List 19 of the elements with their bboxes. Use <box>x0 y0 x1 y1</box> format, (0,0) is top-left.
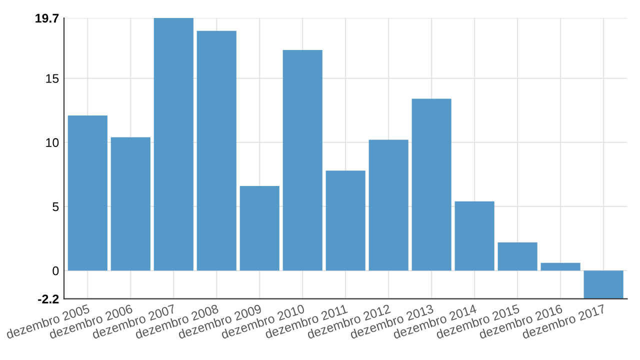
y-tick-label: 0 <box>52 266 59 276</box>
y-tick-label: 19.7 <box>36 14 59 23</box>
y-tick-label: 5 <box>52 202 59 212</box>
bar <box>454 201 494 271</box>
y-tick-label: 15 <box>46 74 59 83</box>
bar <box>240 186 280 271</box>
bar <box>368 140 408 271</box>
bar <box>282 50 322 271</box>
bar <box>584 270 624 299</box>
y-tick-label: -2.2 <box>38 294 59 304</box>
bar <box>326 170 366 271</box>
y-tick-label: 10 <box>46 138 59 148</box>
bar <box>540 262 580 271</box>
bar <box>110 137 150 271</box>
bar <box>68 115 108 271</box>
bar <box>412 98 452 271</box>
bar <box>154 18 194 271</box>
bar <box>196 30 236 271</box>
bar <box>498 242 538 271</box>
